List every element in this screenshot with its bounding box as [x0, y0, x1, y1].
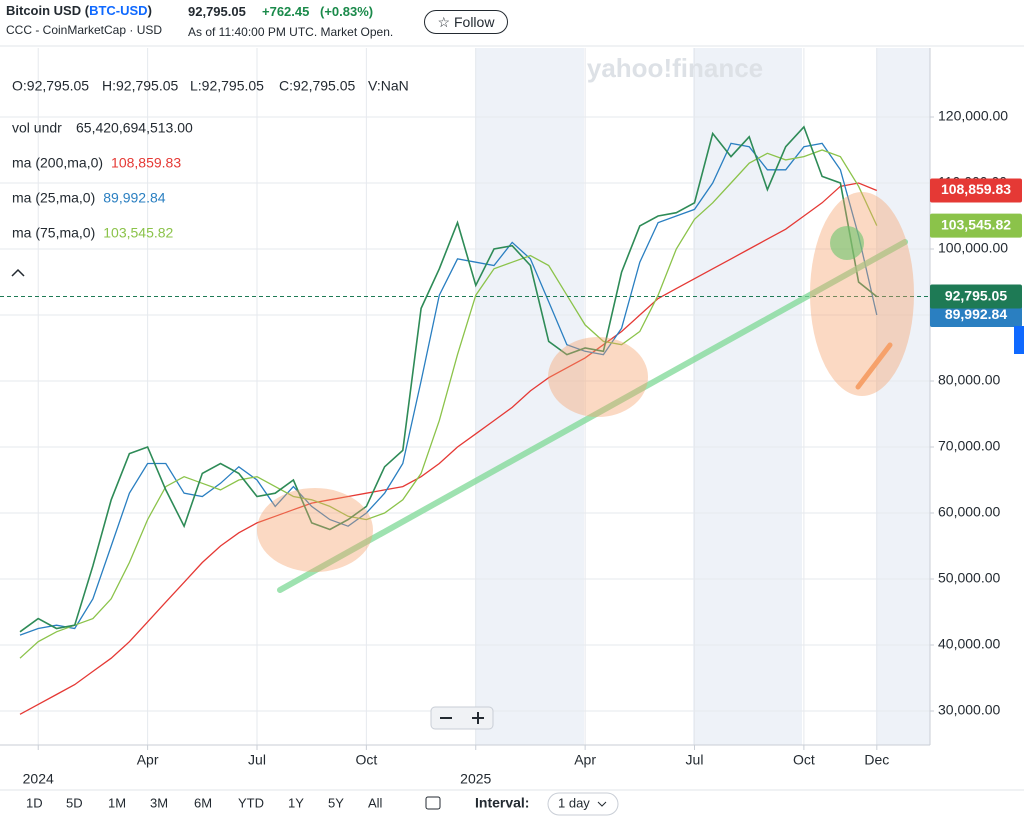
period-shade	[876, 48, 930, 745]
axis: 30,000.00 40,000.00 50,000.00 60,000.00 70,0…	[23, 108, 1022, 787]
ma-tag	[930, 178, 1022, 203]
zoom-controls	[430, 706, 494, 730]
source: CCC - CoinMarketCap · USD	[6, 23, 163, 37]
ma-line	[19, 182, 878, 715]
collapse-icon[interactable]	[11, 268, 25, 277]
range-button[interactable]: 5Y	[328, 795, 344, 810]
y-tick-label: 70,000.00	[938, 438, 1000, 454]
grid	[0, 48, 930, 745]
y-tick-label: 40,000.00	[938, 636, 1000, 652]
highlight-ellipse	[257, 488, 373, 572]
ma-tag	[930, 303, 1022, 328]
range-button[interactable]: 1Y	[288, 795, 304, 810]
dropdown-icon	[597, 801, 607, 807]
x-tick-label: Jul	[248, 752, 266, 768]
period-shade	[475, 48, 584, 745]
indicator-value: 89,992.84	[103, 190, 165, 206]
highlight-ellipse	[810, 192, 914, 396]
indicator-name: vol undr	[12, 120, 62, 136]
rebound-line	[855, 342, 893, 390]
price-tag-label: 92,795.05	[945, 287, 1007, 303]
y-tick-label: 120,000.00	[938, 108, 1008, 124]
range-button[interactable]: 3M	[150, 795, 168, 810]
name-end: )	[147, 3, 152, 18]
highlight-circle	[830, 226, 864, 260]
indicator-value: 65,420,694,513.00	[76, 120, 193, 136]
range-button[interactable]: YTD	[238, 795, 264, 810]
ma-tag-label: 89,992.84	[945, 306, 1007, 322]
follow-label: Follow	[453, 14, 495, 30]
price: 92,795.05	[188, 4, 246, 19]
interval-select[interactable]	[547, 792, 619, 816]
range-button[interactable]: 1M	[108, 795, 126, 810]
side-tab[interactable]	[1014, 326, 1024, 354]
x-tick-label: 2025	[460, 771, 491, 787]
name: Bitcoin USD (	[6, 3, 90, 18]
as-of: As of 11:40:00 PM UTC. Market Open.	[188, 25, 394, 39]
x-tick-label: Jul	[686, 752, 704, 768]
x-tick-label: Dec	[864, 752, 889, 768]
interval-label: Interval:	[475, 795, 529, 811]
y-tick-label: 30,000.00	[938, 702, 1000, 718]
x-tick-label: Oct	[355, 752, 377, 768]
range-button[interactable]: 1D	[26, 795, 43, 810]
change: +762.45	[262, 4, 310, 19]
ma-line	[19, 142, 878, 636]
range-button[interactable]: All	[368, 795, 383, 810]
y-tick-label: 60,000.00	[938, 504, 1000, 520]
range-button[interactable]: 5D	[66, 795, 83, 810]
annotations	[257, 192, 914, 593]
asset-name: Bitcoin USD (BTC-USD)	[6, 3, 152, 18]
ohlc-value: H:92,795.05	[102, 78, 178, 94]
ma-tag	[930, 213, 1022, 238]
y-tick-label: 80,000.00	[938, 372, 1000, 388]
range-button[interactable]: 6M	[194, 795, 212, 810]
change-pct: (+0.83%)	[320, 4, 374, 19]
indicator-name: ma (25,ma,0)	[12, 190, 95, 206]
ohlc-value: L:92,795.05	[190, 78, 264, 94]
x-tick-label: Oct	[793, 752, 815, 768]
footer: 1D 5D 1M 3M 6M YTD 1Y 5Y All Interval: 1 day	[26, 792, 619, 816]
price-tag	[930, 284, 1022, 309]
indicator-name: ma (75,ma,0)	[12, 225, 95, 241]
watermark: yahoo!finance	[587, 53, 763, 83]
ma-line	[19, 149, 878, 659]
x-tick-label: Apr	[574, 752, 596, 768]
period-shade	[693, 48, 802, 745]
ohlc-value: C:92,795.05	[279, 78, 355, 94]
calendar-icon[interactable]	[425, 796, 441, 810]
price-line	[19, 125, 878, 633]
interval-value[interactable]: 1 day	[558, 795, 590, 810]
indicator-value: 103,545.82	[103, 225, 173, 241]
x-tick-label: Apr	[137, 752, 159, 768]
follow-button[interactable]: ☆ Follow	[424, 10, 508, 34]
ohlc-value: V:NaN	[368, 78, 409, 94]
y-tick-label: 50,000.00	[938, 570, 1000, 586]
symbol[interactable]: BTC-USD	[89, 3, 148, 18]
ohlc-value: O:92,795.05	[12, 78, 89, 94]
ma-tag-label: 108,859.83	[941, 181, 1011, 197]
highlight-ellipse	[548, 337, 648, 417]
x-tick-label: 2024	[23, 771, 54, 787]
marks	[0, 125, 930, 715]
info-panel: O:92,795.05 H:92,795.05 L:92,795.05 C:92,79…	[12, 78, 409, 241]
trend-line	[277, 239, 908, 593]
indicator-value: 108,859.83	[111, 155, 181, 171]
indicator-name: ma (200,ma,0)	[12, 155, 103, 171]
y-tick-label: 100,000.00	[938, 240, 1008, 256]
ma-tag-label: 103,545.82	[941, 216, 1011, 232]
